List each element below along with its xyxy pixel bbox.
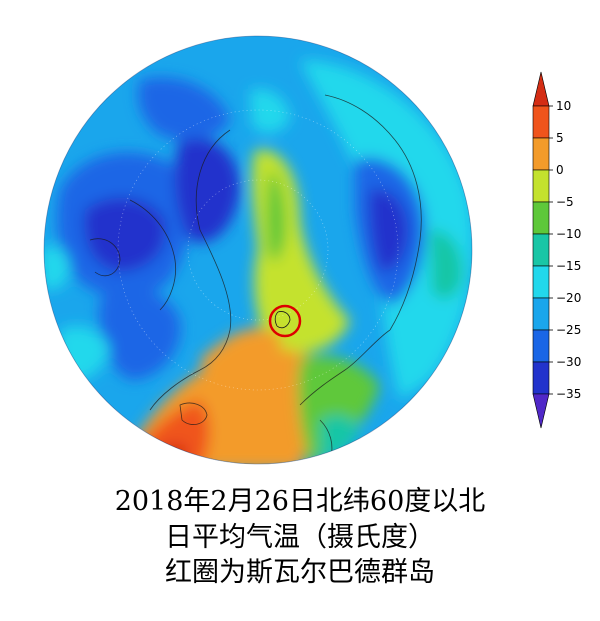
colorbar-bin	[532, 361, 550, 395]
colorbar-tick-label: −20	[556, 291, 581, 305]
colorbar-tick-label: −10	[556, 227, 581, 241]
svalbard-marker	[268, 304, 302, 338]
colorbar-tick-label: −35	[556, 387, 581, 401]
colorbar-tick-label: −5	[556, 195, 574, 209]
colorbar-bin	[532, 297, 550, 331]
colorbar-bin	[532, 201, 550, 235]
colorbar-bin	[532, 329, 550, 363]
colorbar-bin	[532, 105, 550, 139]
caption-line-2: 日平均气温（摄氏度）	[165, 522, 435, 553]
colorbar-bin	[532, 71, 550, 107]
colorbar-bin	[532, 265, 550, 299]
colorbar-tick-label: 10	[556, 99, 571, 113]
colorbar-bin	[532, 393, 550, 429]
colorbar-tick-labels: 10 5 0 −5 −10 −15 −20 −25 −30 −35	[549, 99, 581, 401]
colorbar-bin	[532, 233, 550, 267]
colorbar-tick-label: 0	[556, 163, 564, 177]
temperature-map	[44, 36, 472, 464]
caption-line-1: 2018年2月26日北纬60度以北	[114, 486, 486, 517]
colorbar-tick-label: 5	[556, 131, 564, 145]
temperature-colorbar	[532, 71, 550, 429]
colorbar-bin	[532, 169, 550, 203]
colorbar-tick-label: −15	[556, 259, 581, 273]
colorbar-bin	[532, 137, 550, 171]
colorbar-tick-label: −30	[556, 355, 581, 369]
caption-line-3: 红圈为斯瓦尔巴德群岛	[165, 557, 435, 588]
colorbar-tick-label: −25	[556, 323, 581, 337]
